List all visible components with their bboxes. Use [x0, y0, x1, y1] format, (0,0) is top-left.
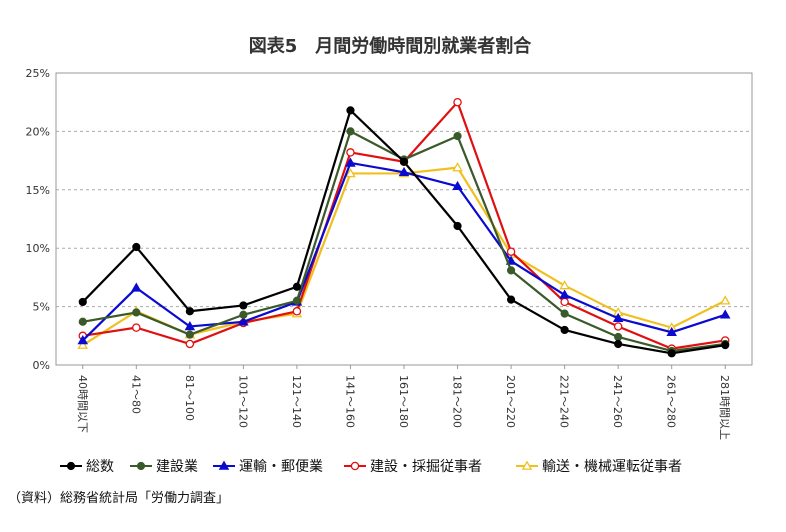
data-point: [614, 339, 623, 349]
data-point: [559, 280, 570, 290]
chart-title: 図表5 月間労働時間別就業者割合: [249, 35, 533, 57]
data-point: [218, 460, 230, 470]
legend-label: 輸送・機械運転従事者: [542, 459, 682, 475]
x-tick-label: 201～220: [504, 375, 517, 428]
data-point: [452, 162, 463, 172]
data-point: [506, 266, 516, 275]
x-tick-label: 121～140: [290, 375, 303, 428]
data-point: [350, 461, 360, 471]
legend-entry: 総数: [60, 459, 114, 475]
data-point: [292, 282, 302, 291]
data-point: [346, 148, 355, 157]
series-line: [81, 109, 726, 355]
x-tick-label: 281時間以上: [718, 375, 731, 440]
data-point: [560, 309, 569, 318]
data-point: [346, 127, 355, 136]
data-point: [614, 332, 623, 342]
y-tick-label: 25%: [26, 67, 50, 80]
data-point: [292, 296, 302, 305]
legend-entry: 運輸・郵便業: [213, 459, 323, 475]
data-point: [453, 221, 462, 231]
data-point: [612, 312, 624, 323]
x-tick-label: 261～280: [665, 375, 678, 428]
x-tick-label: 221～240: [558, 375, 571, 428]
y-tick-label: 10%: [26, 242, 50, 255]
data-point: [136, 461, 146, 471]
x-axis-ticks: 40時間以下 41～80 81～100 101～120 121～140 141～160 16…: [76, 365, 731, 440]
data-point: [506, 295, 516, 304]
data-point: [345, 157, 356, 167]
data-point: [666, 326, 677, 337]
data-point: [721, 341, 730, 350]
x-tick-label: 101～120: [236, 375, 249, 428]
legend-label: 建設業: [156, 459, 198, 475]
series-0: [78, 106, 730, 358]
legend-entry: 建設業: [130, 459, 198, 475]
x-tick-label: 161～180: [397, 375, 410, 428]
data-point: [292, 307, 302, 316]
series-4: [77, 162, 731, 349]
data-point: [78, 317, 87, 326]
legend-entry: 建設・採掘従事者: [344, 459, 482, 475]
data-point: [77, 339, 89, 349]
x-tick-label: 181～200: [451, 375, 464, 428]
data-point: [132, 242, 141, 252]
legend-label: 総数: [86, 459, 114, 475]
data-point: [239, 301, 248, 310]
series-lines: [77, 97, 731, 358]
data-point: [521, 460, 533, 470]
data-point: [667, 349, 676, 358]
x-tick-label: 141～160: [343, 375, 356, 428]
data-point: [506, 247, 516, 256]
data-point: [453, 97, 462, 107]
legend-entry: 輸送・機械運転従事者: [516, 459, 682, 475]
data-point: [346, 106, 355, 115]
data-point: [560, 325, 569, 335]
data-point: [185, 339, 195, 349]
y-tick-label: 5%: [33, 301, 50, 314]
x-tick-label: 41～80: [129, 375, 142, 414]
y-tick-label: 20%: [26, 125, 50, 138]
data-point: [345, 167, 356, 178]
x-tick-label: 40時間以下: [76, 375, 89, 433]
data-point: [559, 289, 570, 299]
legend-label: 建設・採掘従事者: [370, 459, 482, 475]
source-note: （資料）総務省統計局「労働力調査」: [8, 490, 229, 506]
data-point: [239, 310, 248, 319]
data-point: [78, 297, 87, 307]
data-point: [238, 316, 249, 326]
y-axis-ticks: 0% 5% 10% 15% 20% 25%: [26, 67, 50, 372]
legend-label: 運輸・郵便業: [239, 459, 323, 475]
data-point: [613, 322, 623, 331]
data-point: [560, 297, 569, 307]
data-point: [185, 330, 194, 339]
series-3: [78, 97, 730, 353]
data-point: [398, 166, 410, 177]
data-point: [399, 157, 409, 166]
data-point: [452, 180, 463, 191]
x-tick-label: 81～100: [183, 375, 196, 421]
y-tick-label: 15%: [26, 184, 50, 197]
data-point: [132, 308, 141, 317]
gridlines: [56, 130, 752, 308]
legend: 総数 建設業 運輸・郵便業 建設・採掘従事者 輸送・機械運転従事者: [60, 459, 682, 475]
data-point: [132, 323, 141, 332]
data-point: [184, 321, 196, 331]
series-line: [82, 101, 726, 350]
y-tick-label: 0%: [33, 359, 50, 372]
x-tick-label: 241～260: [611, 375, 624, 428]
data-point: [185, 307, 194, 316]
data-point: [719, 309, 731, 319]
data-point: [453, 131, 462, 141]
data-point: [719, 295, 731, 305]
data-point: [66, 461, 76, 471]
data-point: [77, 335, 89, 345]
data-point: [131, 282, 142, 292]
